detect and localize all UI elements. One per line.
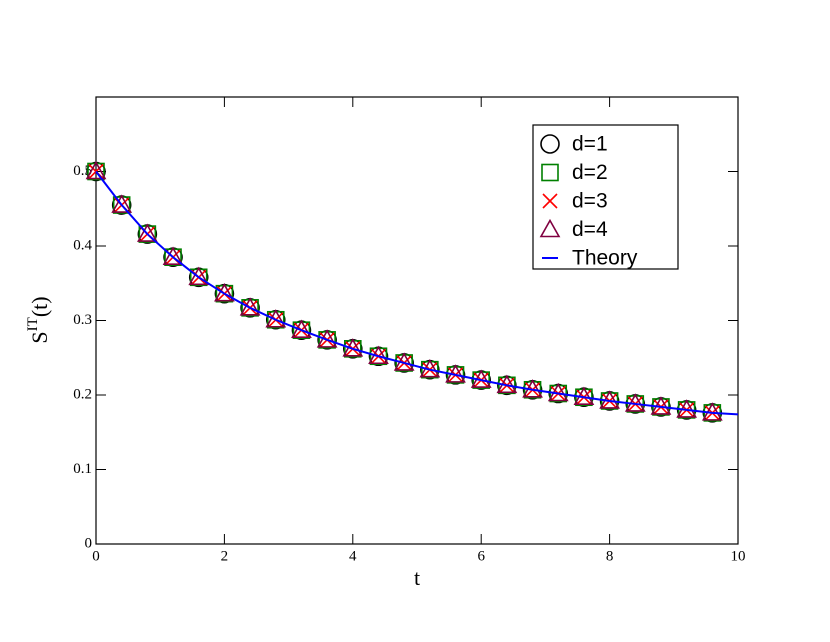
x-tick-label: 0 bbox=[92, 548, 100, 564]
x-tick-label: 2 bbox=[221, 548, 229, 564]
marker-triangle bbox=[162, 246, 184, 265]
marker-triangle bbox=[85, 160, 107, 180]
x-axis-label: t bbox=[414, 565, 420, 590]
y-tick-label: 0 bbox=[85, 535, 93, 551]
y-tick-label: 0.2 bbox=[73, 386, 92, 402]
x-tick-label: 4 bbox=[349, 548, 357, 564]
x-tick-label: 10 bbox=[731, 548, 746, 564]
marker-triangle bbox=[188, 266, 210, 286]
marker-triangle bbox=[111, 194, 133, 213]
y-label-suffix: (t) bbox=[27, 296, 52, 317]
legend-label: d=1 bbox=[572, 133, 608, 156]
y-axis-label: SIT(t) bbox=[25, 296, 52, 343]
x-tick-label: 8 bbox=[606, 548, 614, 564]
marker-triangle bbox=[539, 218, 561, 238]
y-tick-label: 0.4 bbox=[73, 237, 92, 253]
marker-circle bbox=[540, 134, 560, 154]
marker-triangle bbox=[239, 297, 261, 316]
x-tick-label: 6 bbox=[477, 548, 485, 564]
y-tick-label: 0.1 bbox=[73, 461, 92, 477]
marker-triangle bbox=[136, 223, 158, 242]
marker-square bbox=[541, 163, 559, 182]
marker-triangle bbox=[214, 283, 235, 302]
legend-label: d=3 bbox=[572, 190, 608, 213]
legend-label: Theory bbox=[572, 247, 638, 270]
theory-line bbox=[95, 170, 739, 416]
y-label-sup: IT bbox=[25, 317, 41, 331]
marker-cross bbox=[542, 193, 558, 209]
legend-label: d=2 bbox=[572, 161, 608, 184]
legend-label: d=4 bbox=[572, 218, 608, 241]
y-label-base: S bbox=[27, 331, 52, 343]
y-tick-label: 0.3 bbox=[73, 312, 92, 328]
